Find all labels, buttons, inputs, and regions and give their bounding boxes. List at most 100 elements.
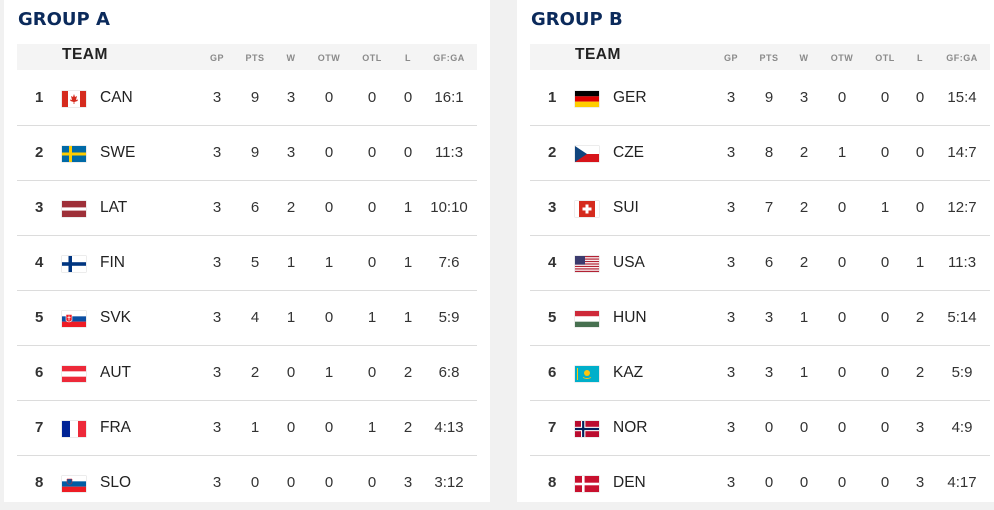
- table-row[interactable]: 7 FRA 3 1 0 0 1 2 4:13: [17, 401, 477, 456]
- stat-w: 3: [799, 89, 809, 106]
- stat-otl: 1: [367, 419, 377, 436]
- standings-table: 1 CAN 3 9 3 0 0 0 16:1 2 SWE 3 9 3 0 0 0 11:3 3 LAT 3 6 2 0 0 1 10…: [17, 71, 477, 510]
- stat-gfga: 4:17: [947, 474, 977, 491]
- stat-l: 2: [403, 364, 413, 381]
- stat-gp: 3: [212, 309, 222, 326]
- rank: 8: [548, 474, 557, 491]
- latvia-flag-icon: [62, 201, 86, 217]
- group-title: GROUP B: [531, 9, 623, 30]
- usa-flag-icon: [575, 256, 599, 272]
- header-l: L: [405, 53, 411, 63]
- table-row[interactable]: 5 SVK 3 4 1 0 1 1 5:9: [17, 291, 477, 346]
- table-row[interactable]: 8 SLO 3 0 0 0 0 3 3:12: [17, 456, 477, 510]
- stat-w: 2: [799, 144, 809, 161]
- stat-gfga: 11:3: [434, 144, 464, 161]
- norway-flag-icon: [575, 421, 599, 437]
- slovenia-flag-icon: [62, 476, 86, 492]
- team-code[interactable]: SWE: [100, 144, 136, 161]
- table-row[interactable]: 3 SUI 3 7 2 0 1 0 12:7: [530, 181, 990, 236]
- stat-pts: 4: [250, 309, 260, 326]
- header-gp: GP: [723, 53, 739, 63]
- stat-w: 1: [286, 254, 296, 271]
- stat-gfga: 5:9: [438, 309, 460, 326]
- stat-gfga: 5:9: [951, 364, 973, 381]
- stat-pts: 3: [764, 364, 774, 381]
- rank: 4: [548, 254, 557, 271]
- team-code[interactable]: SUI: [613, 199, 639, 216]
- stat-otw: 0: [837, 309, 847, 326]
- stat-gfga: 4:9: [951, 419, 973, 436]
- stat-pts: 6: [250, 199, 260, 216]
- team-code[interactable]: SVK: [100, 309, 132, 326]
- table-row[interactable]: 7 NOR 3 0 0 0 0 3 4:9: [530, 401, 990, 456]
- stat-pts: 0: [764, 419, 774, 436]
- table-row[interactable]: 6 KAZ 3 3 1 0 0 2 5:9: [530, 346, 990, 401]
- rank: 4: [35, 254, 44, 271]
- table-header: TEAM GP PTS W OTW OTL L GF:GA: [530, 44, 990, 70]
- rank: 7: [548, 419, 557, 436]
- team-code[interactable]: HUN: [613, 309, 647, 326]
- team-code[interactable]: USA: [613, 254, 645, 271]
- table-row[interactable]: 4 FIN 3 5 1 1 0 1 7:6: [17, 236, 477, 291]
- stat-w: 0: [286, 364, 296, 381]
- table-row[interactable]: 1 GER 3 9 3 0 0 0 15:4: [530, 71, 990, 126]
- team-code[interactable]: FIN: [100, 254, 125, 271]
- stat-otw: 0: [837, 199, 847, 216]
- stat-otw: 0: [324, 474, 334, 491]
- header-team: TEAM: [575, 46, 621, 63]
- stat-w: 2: [286, 199, 296, 216]
- stat-w: 1: [286, 309, 296, 326]
- sweden-flag-icon: [62, 146, 86, 162]
- stat-otw: 1: [837, 144, 847, 161]
- stat-w: 1: [799, 364, 809, 381]
- table-row[interactable]: 1 CAN 3 9 3 0 0 0 16:1: [17, 71, 477, 126]
- stat-otl: 0: [367, 144, 377, 161]
- hungary-flag-icon: [575, 311, 599, 327]
- stat-l: 0: [403, 144, 413, 161]
- stat-gfga: 16:1: [434, 89, 464, 106]
- header-pts: PTS: [245, 53, 265, 63]
- team-code[interactable]: GER: [613, 89, 647, 106]
- stat-gp: 3: [212, 254, 222, 271]
- stat-pts: 6: [764, 254, 774, 271]
- team-code[interactable]: LAT: [100, 199, 128, 216]
- table-row[interactable]: 5 HUN 3 3 1 0 0 2 5:14: [530, 291, 990, 346]
- stat-gfga: 11:3: [947, 254, 977, 271]
- team-code[interactable]: NOR: [613, 419, 648, 436]
- table-row[interactable]: 4 USA 3 6 2 0 0 1 11:3: [530, 236, 990, 291]
- team-code[interactable]: FRA: [100, 419, 131, 436]
- stat-pts: 9: [764, 89, 774, 106]
- stat-otl: 0: [880, 364, 890, 381]
- team-code[interactable]: DEN: [613, 474, 646, 491]
- stat-l: 3: [915, 419, 925, 436]
- team-code[interactable]: CAN: [100, 89, 133, 106]
- table-row[interactable]: 2 CZE 3 8 2 1 0 0 14:7: [530, 126, 990, 181]
- switzerland-flag-icon: [575, 201, 599, 217]
- stat-gp: 3: [212, 419, 222, 436]
- stat-w: 0: [799, 474, 809, 491]
- stat-w: 3: [286, 89, 296, 106]
- table-row[interactable]: 2 SWE 3 9 3 0 0 0 11:3: [17, 126, 477, 181]
- stat-gp: 3: [726, 144, 736, 161]
- header-gfga: GF:GA: [946, 53, 978, 63]
- team-code[interactable]: CZE: [613, 144, 644, 161]
- team-code[interactable]: AUT: [100, 364, 131, 381]
- stat-gfga: 6:8: [438, 364, 460, 381]
- stat-otl: 0: [880, 254, 890, 271]
- stat-gp: 3: [212, 89, 222, 106]
- table-row[interactable]: 8 DEN 3 0 0 0 0 3 4:17: [530, 456, 990, 510]
- stat-gp: 3: [726, 419, 736, 436]
- stat-gp: 3: [212, 474, 222, 491]
- table-row[interactable]: 6 AUT 3 2 0 1 0 2 6:8: [17, 346, 477, 401]
- rank: 8: [35, 474, 44, 491]
- stat-otl: 0: [367, 199, 377, 216]
- stat-gp: 3: [726, 199, 736, 216]
- stat-gfga: 3:12: [434, 474, 464, 491]
- team-code[interactable]: SLO: [100, 474, 132, 491]
- stat-otl: 0: [367, 364, 377, 381]
- team-code[interactable]: KAZ: [613, 364, 644, 381]
- stat-otw: 1: [324, 364, 334, 381]
- table-row[interactable]: 3 LAT 3 6 2 0 0 1 10:10: [17, 181, 477, 236]
- stat-otw: 0: [324, 144, 334, 161]
- stat-otl: 0: [880, 419, 890, 436]
